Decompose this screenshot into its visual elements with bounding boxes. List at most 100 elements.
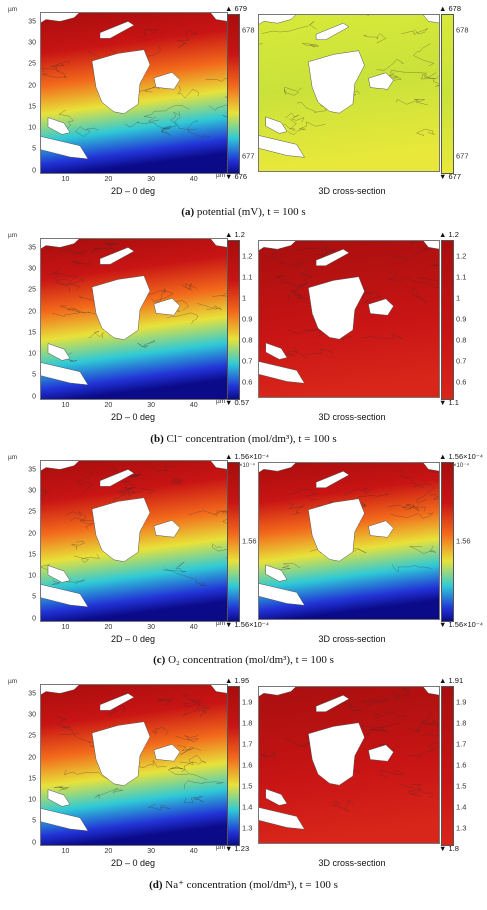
contour-line — [143, 105, 190, 119]
colorbar-tick-label: 1.2 — [456, 251, 467, 261]
contour-line — [430, 494, 440, 500]
pore-right — [153, 520, 181, 538]
y-tick-label: 25 — [28, 60, 36, 68]
colorbar-tick-label: 1.8 — [242, 718, 253, 728]
contour-line — [296, 268, 314, 292]
contour-line — [391, 564, 432, 573]
pore-right — [368, 298, 394, 316]
colorbar-tick-label: 1.1 — [242, 272, 253, 282]
pore-large — [308, 276, 365, 340]
pore-top — [99, 693, 135, 711]
contour-line — [409, 741, 440, 759]
pore-top-left — [258, 240, 298, 252]
colorbar-ticks: 1.2 1.1 1 0.9 0.8 0.7 0.6 — [242, 240, 272, 398]
contour-line — [177, 85, 200, 99]
contour-line — [401, 28, 429, 36]
y-tick-label: 10 — [28, 796, 36, 804]
colorbar-tick-label: 1.4 — [242, 802, 253, 812]
contour-line — [289, 488, 318, 501]
y-axis-unit: µm — [8, 6, 18, 13]
colorbar-tick-label: 1.2 — [242, 251, 253, 261]
panel-caption: (b) Cl⁻ concentration (mol/dm³), t = 100… — [150, 433, 337, 445]
contour-line — [54, 785, 70, 792]
y-tick-label: 35 — [28, 18, 36, 26]
subplot-label-3d: 3D cross-section — [318, 186, 386, 196]
contour-line — [300, 348, 334, 359]
panel-caption: (c) O₂ concentration (mol/dm³), t = 100 … — [153, 654, 334, 666]
panel-caption: (d) Na⁺ concentration (mol/dm³), t = 100… — [149, 879, 338, 891]
y-tick-label: 10 — [28, 124, 36, 132]
pore-large — [91, 721, 151, 786]
colorbar-ticks: 1.9 1.8 1.7 1.6 1.5 1.4 1.3 — [456, 686, 486, 844]
contour-line — [285, 347, 299, 356]
colorbar-tick-label: 0.6 — [456, 377, 467, 387]
pore-bottom-left — [258, 361, 305, 384]
y-axis: 0 5 10 15 20 25 30 35 — [18, 12, 36, 174]
pore-large — [308, 722, 365, 786]
y-tick-label: 25 — [28, 508, 36, 516]
contour-line — [400, 783, 422, 797]
contour-line — [60, 305, 87, 314]
contour-line — [147, 461, 176, 472]
pore-left — [265, 342, 288, 360]
colorbar — [441, 686, 454, 846]
contour-line — [137, 339, 155, 349]
contour-line — [361, 333, 403, 340]
colorbar-tick-label: 1.9 — [456, 697, 467, 707]
colorbar-tick-label: 1 — [242, 293, 247, 303]
colorbar-ticks: 1.2 1.1 1 0.9 0.8 0.7 0.6 — [456, 240, 486, 398]
contour-plot — [40, 238, 228, 400]
field-map — [258, 462, 440, 620]
plot-frame — [40, 460, 228, 622]
contour-line — [275, 275, 307, 288]
contour-line — [363, 33, 387, 44]
plot-frame — [258, 686, 440, 844]
contour-line — [287, 502, 305, 516]
contour-plot — [258, 240, 440, 398]
colorbar-multiplier: ×10⁻⁴ — [239, 463, 255, 469]
pore-large — [308, 498, 365, 562]
field-map — [40, 238, 228, 400]
colorbar-max-label: ▲ 1.2 — [225, 230, 245, 239]
contour-plot — [258, 462, 440, 620]
contour-line — [361, 722, 390, 734]
colorbar-tick-label: 0.7 — [242, 356, 253, 366]
contour-line — [375, 712, 407, 721]
y-tick-label: 20 — [28, 754, 36, 762]
x-axis: 10 20 30 40 — [40, 402, 228, 412]
contour-line — [148, 116, 172, 130]
contour-line — [361, 698, 390, 706]
contour-plot — [40, 460, 228, 622]
figure-panel: µm 0 5 10 15 20 25 30 35 10 20 30 40 µm ▲ 1.95 ▼ 1.23 1.… — [0, 672, 487, 894]
colorbar-min-label: ▼ 676 — [225, 172, 248, 181]
contour-line — [208, 95, 228, 111]
x-axis-unit: µm — [216, 398, 226, 405]
contour-line — [285, 112, 305, 123]
y-tick-label: 20 — [28, 82, 36, 90]
contour-line — [42, 61, 70, 74]
field-map — [258, 14, 440, 172]
contour-line — [269, 562, 301, 571]
contour-line — [95, 788, 123, 799]
colorbar-min-label: ▼ 1.8 — [439, 844, 459, 853]
contour-line — [398, 467, 424, 489]
colorbar-tick-label: 677 — [456, 151, 469, 161]
x-tick-label: 10 — [61, 848, 70, 855]
subplot-label-3d: 3D cross-section — [318, 634, 386, 644]
colorbar-max-label: ▲ 1.91 — [439, 676, 464, 685]
contour-line — [390, 70, 439, 80]
contour-line — [148, 803, 171, 811]
contour-line — [283, 86, 302, 96]
panel-caption: (a) potential (mV), t = 100 s — [181, 206, 306, 218]
x-tick-label: 10 — [61, 176, 70, 183]
pore-bottom-left — [40, 808, 89, 832]
colorbar-tick-label: 0.9 — [456, 314, 467, 324]
colorbar-tick-label: 0.9 — [242, 314, 253, 324]
contour-line — [390, 688, 411, 700]
contour-line — [141, 28, 159, 39]
contour-line — [390, 247, 434, 261]
contour-line — [261, 748, 275, 759]
contour-line — [182, 709, 207, 718]
pore-left — [265, 788, 288, 806]
pore-top-left — [258, 686, 298, 698]
